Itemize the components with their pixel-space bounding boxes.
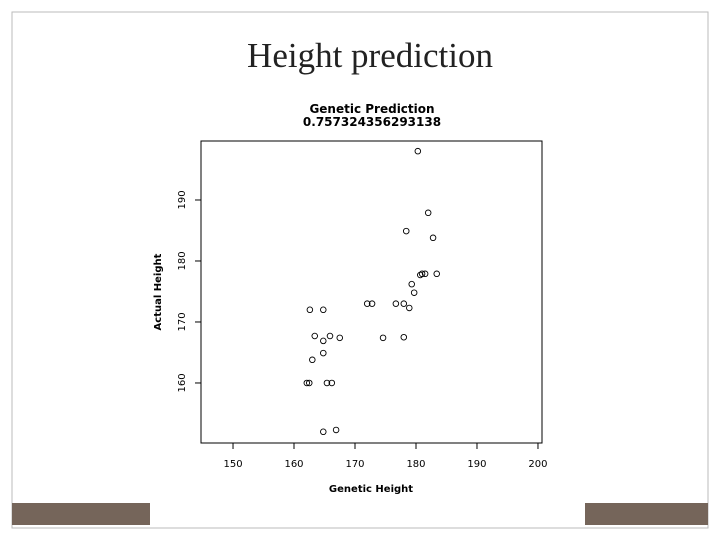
point [320,428,327,436]
point [320,306,327,314]
x-tick-label: 150 [223,459,242,470]
x-tick-label: 190 [467,459,486,470]
point [421,270,429,278]
y-tick-label: 190 [177,190,188,209]
x-tick-label: 160 [284,459,303,470]
point [336,334,344,342]
point [392,300,400,307]
point [424,209,432,217]
point [379,334,387,342]
point [410,289,418,296]
y-tick-label: 170 [177,312,188,331]
x-axis-label: Genetic Height [329,484,413,495]
footer-bar-left [12,503,150,525]
x-tick-label: 170 [345,459,364,470]
x-tick-label: 180 [406,459,425,470]
point [320,337,327,345]
point [306,306,314,314]
x-tick-label: 200 [528,459,547,470]
point [328,379,336,387]
slide-frame [11,11,709,529]
point [303,379,311,387]
slide-title: Height prediction [247,36,493,75]
point [309,356,316,364]
point [311,332,318,340]
point [306,379,313,387]
point [332,426,340,434]
point [400,300,408,307]
y-tick-label: 160 [177,373,188,392]
point [368,300,376,307]
point [408,280,415,288]
y-tick-label: 180 [177,251,188,270]
point [406,304,413,312]
point [429,234,437,242]
y-axis-label: Actual Height [153,253,164,330]
chart-title: Genetic Prediction [309,102,434,116]
point [418,270,426,278]
point [433,270,440,278]
chart-subtitle: 0.757324356293138 [303,115,441,129]
point [363,300,371,307]
point [414,147,422,155]
point [402,227,410,235]
footer-bar-right [585,503,708,525]
point [400,333,408,341]
point [326,332,334,340]
point [417,271,424,279]
point [320,349,327,357]
plot-frame [200,140,543,444]
point [323,379,331,387]
